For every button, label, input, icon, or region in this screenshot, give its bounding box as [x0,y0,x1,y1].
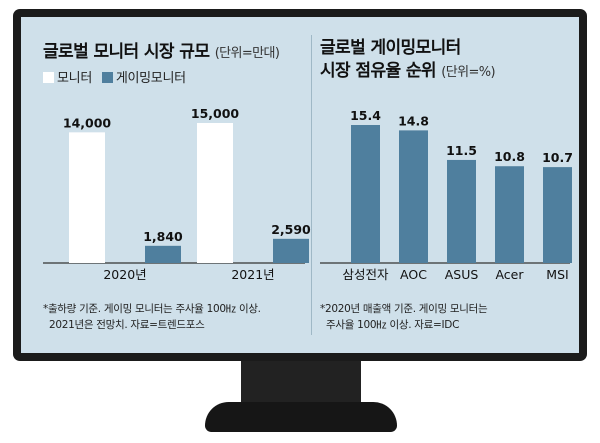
legend-item-monitor: 모니터 [43,71,92,86]
legend-item-gaming: 게이밍모니터 [101,71,186,86]
left-legend: 모니터 게이밍모니터 [43,67,192,86]
right-chart-title: 글로벌 게이밍모니터 시장 점유율 순위 (단위=%) [320,37,496,84]
right-category-label-2: ASUS [445,267,479,282]
right-bar-1 [399,130,428,263]
right-category-label-4: MSI [546,267,568,282]
right-note-line1: *2020년 매출액 기준. 게이밍 모니터는 [320,303,488,315]
right-bar-chart: 15.4 삼성전자 14.8 AOC 11.5 ASUS 10.8 Acer 10.7 MSI [320,108,573,282]
left-value-label-1-1: 2,590 [271,222,311,237]
right-value-label-0: 15.4 [350,108,381,123]
left-category-label-0: 2020년 [103,267,146,282]
left-note-line2: 2021년은 전망치. 자료=트렌드포스 [49,319,205,331]
left-category-label-1: 2021년 [231,267,274,282]
legend-swatch-gaming [101,72,113,83]
right-value-label-3: 10.8 [494,149,525,164]
right-category-label-1: AOC [400,267,427,282]
legend-label-gaming: 게이밍모니터 [115,71,186,86]
right-value-label-1: 14.8 [398,113,429,128]
right-title-line2: 시장 점유율 순위 [320,61,437,81]
left-bar-1-1 [273,238,309,263]
legend-swatch-monitor [43,72,54,83]
left-unit: (단위=만대) [214,46,280,61]
right-bar-3 [495,166,524,263]
left-note: *출하량 기준. 게이밍 모니터는 주사율 100㎐ 이상. 2021년은 전망… [43,301,261,333]
legend-label-monitor: 모니터 [57,71,92,86]
monitor-stand-base [205,402,397,432]
right-value-label-2: 11.5 [446,143,477,158]
right-bar-4 [543,167,572,263]
monitor-screen: 글로벌 모니터 시장 규모 (단위=만대) 모니터 게이밍모니터 14,000 1… [21,17,579,353]
left-bar-0-1 [145,245,181,263]
left-bar-chart: 14,000 1,840 2020년 15,000 2,590 2021년 [43,106,311,282]
right-title-line2-row: 시장 점유율 순위 (단위=%) [320,60,496,84]
right-bar-2 [447,159,476,263]
monitor-stand-neck [241,361,361,408]
right-unit: (단위=%) [441,65,495,80]
right-title-line1: 글로벌 게이밍모니터 [320,38,461,58]
right-category-label-3: Acer [495,267,524,282]
left-value-label-1-0: 15,000 [191,106,240,121]
left-chart-title: 글로벌 모니터 시장 규모 (단위=만대) [43,37,280,62]
right-note-line2: 주사율 100㎐ 이상. 자료=IDC [326,319,460,331]
right-note: *2020년 매출액 기준. 게이밍 모니터는 주사율 100㎐ 이상. 자료=… [320,301,488,333]
right-category-label-0: 삼성전자 [342,267,389,282]
left-note-line1: *출하량 기준. 게이밍 모니터는 주사율 100㎐ 이상. [43,303,261,315]
left-bar-1-0 [197,123,233,263]
left-title-text: 글로벌 모니터 시장 규모 [43,42,210,62]
left-value-label-0-1: 1,840 [143,229,183,244]
right-value-label-4: 10.7 [542,150,573,165]
right-bar-0 [351,125,380,263]
left-bar-0-0 [69,132,105,263]
left-value-label-0-0: 14,000 [63,115,112,130]
panel-divider [311,35,312,335]
